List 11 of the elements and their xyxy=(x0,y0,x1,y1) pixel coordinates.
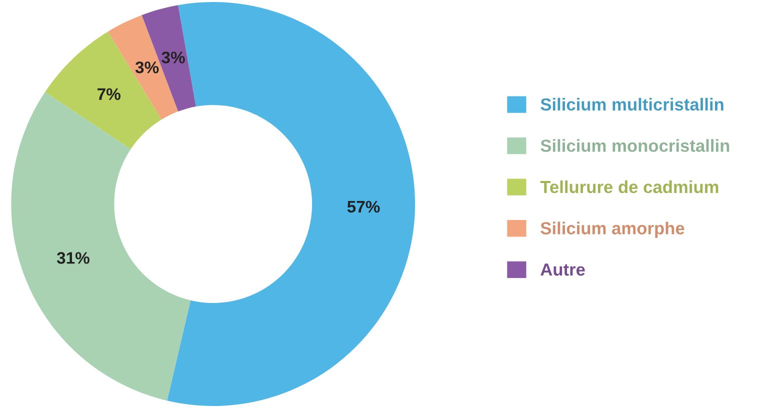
data-label: 7% xyxy=(98,88,120,100)
data-label: 31% xyxy=(56,252,90,264)
data-label: 3% xyxy=(162,52,185,64)
legend-label: Silicium monocristallin xyxy=(540,139,730,152)
data-label: 57% xyxy=(347,200,380,213)
donut-slice xyxy=(45,32,162,150)
legend-label: Tellurure de cadmium xyxy=(540,180,718,194)
legend-label: Silicium amorphe xyxy=(540,222,684,238)
legend-label: Autre xyxy=(540,264,585,276)
legend-label: Silicium multicristallin xyxy=(540,98,724,111)
data-label: 3% xyxy=(135,61,159,74)
